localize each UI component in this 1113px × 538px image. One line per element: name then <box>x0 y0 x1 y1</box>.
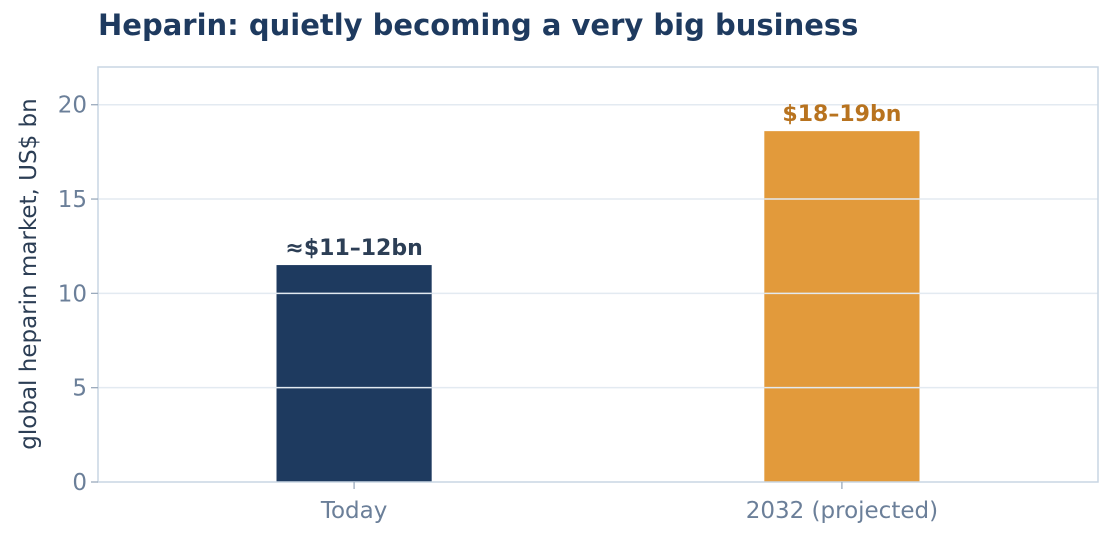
x-tick-label: Today <box>320 498 388 524</box>
y-tick-label: 0 <box>72 470 87 496</box>
y-tick-label: 10 <box>58 281 87 307</box>
y-axis-label: global heparin market, US$ bn <box>16 98 42 449</box>
chart-title: Heparin: quietly becoming a very big bus… <box>98 8 859 42</box>
y-tick-label: 20 <box>58 93 87 119</box>
plot-frame <box>97 66 1099 483</box>
y-tick-label: 5 <box>72 376 87 402</box>
data-label: ≈$11–12bn <box>285 236 422 261</box>
data-label: $18–19bn <box>782 102 901 127</box>
bar <box>276 265 432 482</box>
y-tick-label: 15 <box>58 187 87 213</box>
x-tick-label: 2032 (projected) <box>746 498 938 524</box>
bar <box>764 131 920 483</box>
